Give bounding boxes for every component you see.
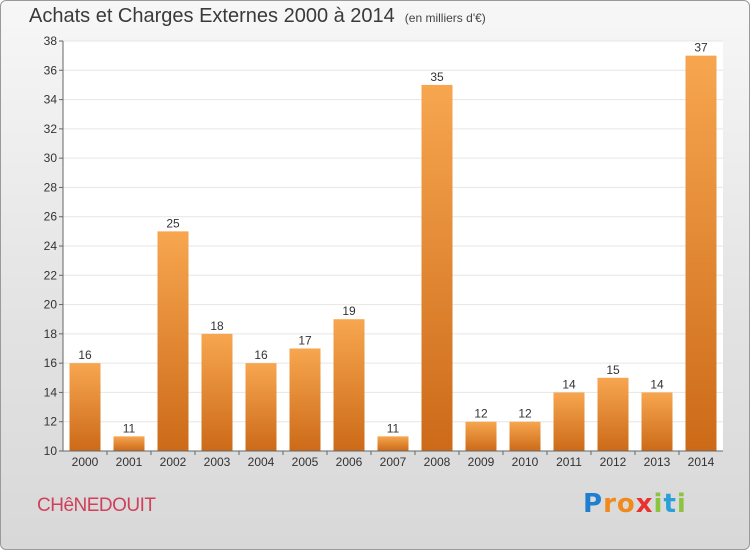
logo-letter: r <box>603 489 617 519</box>
y-tick-label: 26 <box>44 210 58 224</box>
x-tick-label: 2008 <box>424 455 451 469</box>
x-tick-label: 2001 <box>116 455 143 469</box>
data-label-2013: 14 <box>650 377 664 391</box>
x-tick-label: 2011 <box>556 455 582 469</box>
data-label-2012: 15 <box>606 363 620 377</box>
x-tick-label: 2000 <box>72 455 99 469</box>
bar-2005 <box>289 348 321 451</box>
data-label-2011: 14 <box>562 377 576 391</box>
bar-2013 <box>641 392 673 451</box>
y-tick-label: 22 <box>44 268 58 282</box>
logo-letter: i <box>653 489 664 519</box>
data-label-2014: 37 <box>694 41 708 55</box>
town-name: CHêNEDOUIT <box>37 495 156 516</box>
y-tick-label: 28 <box>44 180 58 194</box>
bar-2000 <box>69 363 101 451</box>
data-label-2009: 12 <box>474 407 488 421</box>
y-tick-label: 20 <box>44 298 58 312</box>
x-axis-ticks: 2000 2001 2002 2003 2004 2005 2006 2007 2008 2009… <box>72 451 715 469</box>
x-tick-label: 2007 <box>380 455 407 469</box>
bar-2010 <box>509 421 541 451</box>
bar-2009 <box>465 421 497 451</box>
data-label-2005: 17 <box>298 334 312 348</box>
logo-letter: t <box>663 489 677 519</box>
bar-2006 <box>333 319 365 451</box>
data-label-2002: 25 <box>166 216 180 230</box>
logo-letter: i <box>676 489 687 519</box>
data-label-2008: 35 <box>430 70 444 84</box>
data-label-2000: 16 <box>78 348 92 362</box>
data-labels: 16 11 25 18 16 17 19 11 35 12 12 14 15 14 37 <box>78 41 708 436</box>
proxiti-logo: Proxiti <box>583 489 687 519</box>
y-tick-label: 32 <box>44 122 58 136</box>
bar-2007 <box>377 436 409 451</box>
x-tick-label: 2002 <box>160 455 187 469</box>
bar-2001 <box>113 436 145 451</box>
bar-2014 <box>685 55 717 452</box>
bar-2012 <box>597 377 629 451</box>
x-tick-label: 2013 <box>644 455 671 469</box>
y-axis-ticks: 10 12 14 16 18 20 22 24 26 28 30 32 34 36 38 <box>44 34 63 458</box>
bar-2002 <box>157 231 189 451</box>
y-tick-label: 14 <box>44 385 58 399</box>
y-tick-label: 10 <box>44 444 58 458</box>
data-label-2010: 12 <box>518 407 532 421</box>
y-tick-label: 30 <box>44 151 58 165</box>
bar-2004 <box>245 363 277 451</box>
chart-title: Achats et Charges Externes 2000 à 2014 (e… <box>29 5 486 28</box>
y-tick-label: 16 <box>44 356 58 370</box>
x-tick-label: 2006 <box>336 455 363 469</box>
chart-subtitle: (en milliers d'€) <box>404 11 486 25</box>
bars <box>69 55 717 452</box>
logo-letter: o <box>616 489 636 519</box>
bar-2003 <box>201 333 233 451</box>
data-label-2003: 18 <box>210 319 224 333</box>
logo-letter: x <box>635 489 654 519</box>
data-label-2001: 11 <box>123 421 136 435</box>
y-tick-label: 36 <box>44 63 58 77</box>
y-tick-label: 18 <box>44 327 58 341</box>
x-tick-label: 2003 <box>204 455 231 469</box>
y-tick-label: 12 <box>44 415 58 429</box>
x-tick-label: 2004 <box>248 455 275 469</box>
y-tick-label: 38 <box>44 34 58 48</box>
bar-2008 <box>421 84 453 451</box>
x-tick-label: 2009 <box>468 455 495 469</box>
bar-2011 <box>553 392 585 451</box>
x-tick-label: 2010 <box>512 455 539 469</box>
data-label-2004: 16 <box>254 348 268 362</box>
chart-title-text: Achats et Charges Externes 2000 à 2014 <box>29 5 395 27</box>
y-tick-label: 24 <box>44 239 58 253</box>
logo-letter: P <box>583 489 604 519</box>
x-tick-label: 2014 <box>688 455 715 469</box>
x-tick-label: 2005 <box>292 455 319 469</box>
data-label-2007: 11 <box>387 421 400 435</box>
y-tick-label: 34 <box>44 93 58 107</box>
x-tick-label: 2012 <box>600 455 627 469</box>
data-label-2006: 19 <box>342 304 356 318</box>
